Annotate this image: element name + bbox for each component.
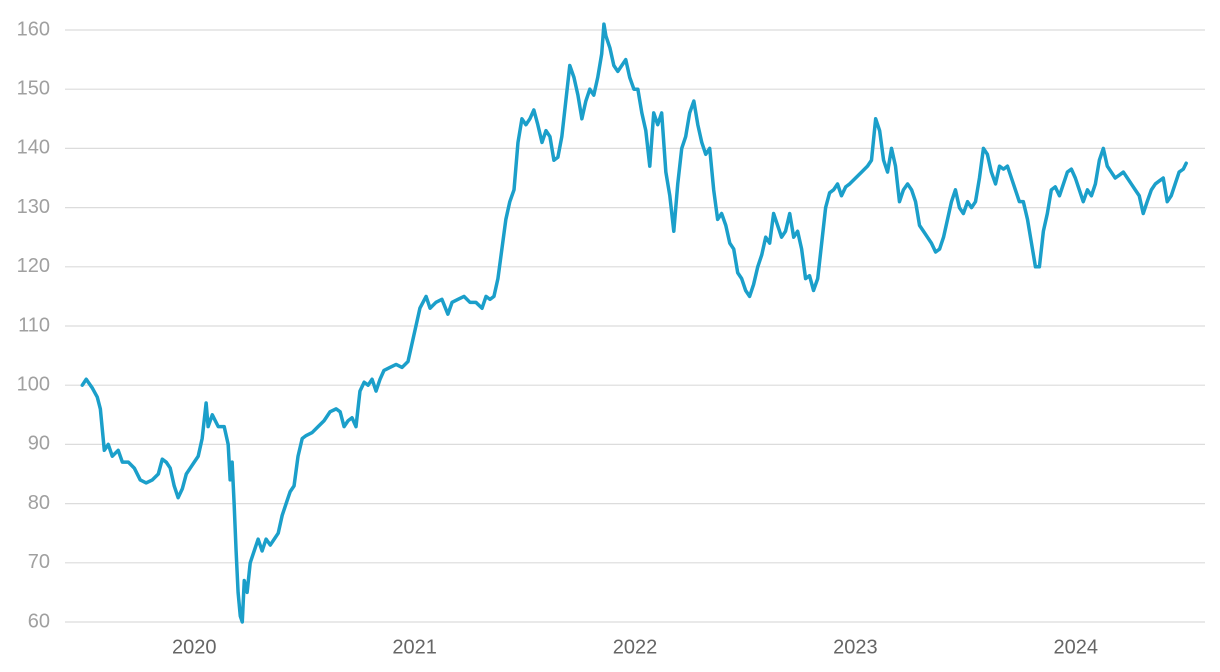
y-tick-label: 90 xyxy=(28,433,50,455)
y-tick-label: 100 xyxy=(17,373,50,395)
y-tick-label: 120 xyxy=(17,255,50,277)
data-line xyxy=(80,22,1188,624)
y-tick-label: 60 xyxy=(28,610,50,632)
x-tick-label: 2022 xyxy=(613,636,658,658)
y-tick-label: 80 xyxy=(28,492,50,514)
y-tick-label: 150 xyxy=(17,77,50,99)
y-tick-label: 160 xyxy=(17,18,50,40)
y-tick-label: 130 xyxy=(17,196,50,218)
x-tick-label: 2021 xyxy=(392,636,437,658)
y-tick-label: 70 xyxy=(28,551,50,573)
y-tick-label: 110 xyxy=(18,314,50,336)
x-tick-label: 2024 xyxy=(1054,636,1099,658)
y-tick-label: 140 xyxy=(17,137,50,159)
x-tick-label: 2023 xyxy=(833,636,878,658)
x-tick-label: 2020 xyxy=(172,636,217,658)
